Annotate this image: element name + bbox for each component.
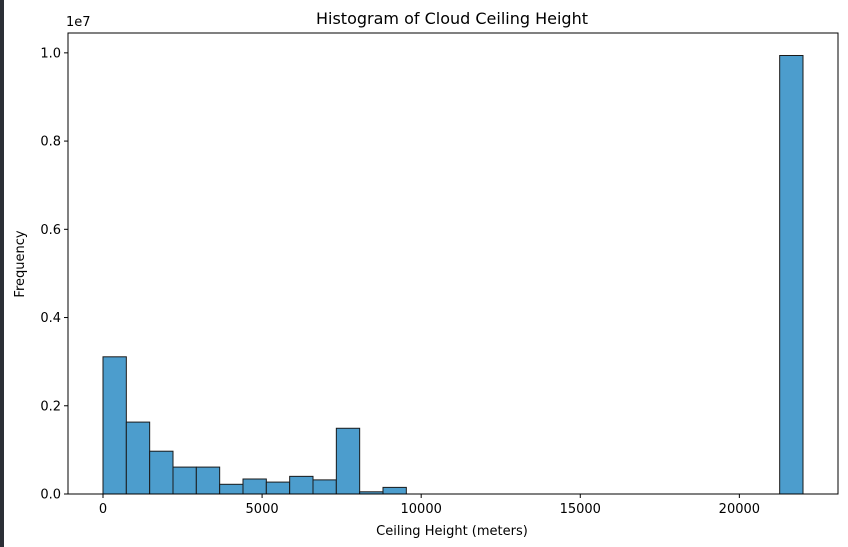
- histogram-bar: [312, 479, 337, 495]
- histogram-bar: [242, 478, 267, 495]
- histogram-bar: [149, 450, 174, 495]
- y-tick-label: 0.8: [40, 135, 61, 150]
- histogram-bar: [195, 466, 221, 495]
- x-tick-label: 15000: [560, 502, 601, 517]
- bars-group: [102, 54, 804, 495]
- y-offset-label: 1e7: [66, 15, 91, 30]
- histogram-bar: [382, 486, 407, 495]
- y-axis-label: Frequency: [13, 230, 28, 297]
- y-tick-label: 0.6: [40, 223, 61, 238]
- histogram-bar: [125, 421, 151, 495]
- histogram-bar: [219, 483, 244, 495]
- y-tick-label: 0.2: [40, 399, 61, 414]
- histogram-bar: [102, 356, 127, 495]
- x-tick-label: 10000: [401, 502, 442, 517]
- x-tick-label: 20000: [719, 502, 760, 517]
- plot-frame: [67, 32, 839, 495]
- y-ticks: 0.0 0.2 0.4 0.6 0.8 1.0: [40, 46, 68, 503]
- histogram-bar: [779, 54, 804, 495]
- y-tick-label: 0.4: [40, 311, 61, 326]
- y-tick-label: 1.0: [40, 46, 61, 61]
- x-ticks: 0 5000 10000 15000 20000: [99, 494, 760, 517]
- chart-title: Histogram of Cloud Ceiling Height: [316, 9, 588, 28]
- histogram-bar: [265, 481, 291, 495]
- window-edge: [0, 0, 4, 547]
- x-tick-label: 5000: [246, 502, 279, 517]
- x-axis-label: Ceiling Height (meters): [376, 524, 528, 539]
- histogram-bar: [335, 427, 361, 495]
- histogram-bar: [172, 466, 197, 495]
- histogram-bar: [289, 475, 314, 495]
- x-tick-label: 0: [99, 502, 107, 517]
- y-tick-label: 0.0: [40, 488, 61, 503]
